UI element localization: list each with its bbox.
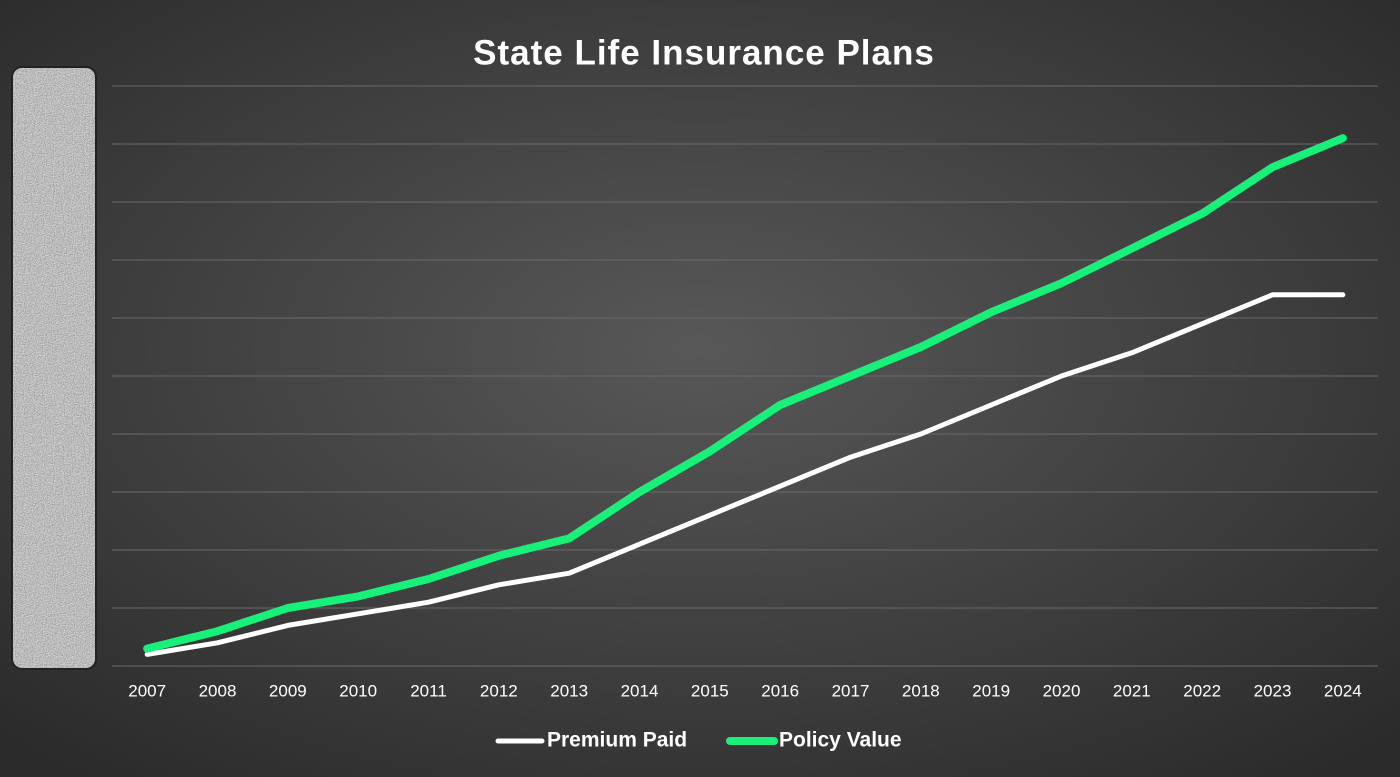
x-tick-label: 2019 <box>972 681 1010 700</box>
grid <box>112 85 1378 667</box>
x-tick-label: 2020 <box>1043 681 1081 700</box>
x-tick-label: 2010 <box>339 681 377 700</box>
chart-title: State Life Insurance Plans <box>473 33 935 72</box>
legend-label: Premium Paid <box>547 729 687 752</box>
x-tick-label: 2012 <box>480 681 518 700</box>
x-tick-label: 2017 <box>832 681 870 700</box>
x-tick-label: 2013 <box>550 681 588 700</box>
x-tick-label: 2021 <box>1113 681 1151 700</box>
x-tick-label: 2015 <box>691 681 729 700</box>
x-tick-label: 2014 <box>621 681 659 700</box>
x-tick-label: 2022 <box>1183 681 1221 700</box>
mask-border <box>11 66 97 670</box>
legend-label: Policy Value <box>779 729 902 752</box>
x-tick-label: 2008 <box>199 681 237 700</box>
x-tick-label: 2024 <box>1324 681 1362 700</box>
x-tick-label: 2023 <box>1254 681 1292 700</box>
mask-box <box>12 67 96 669</box>
x-tick-label: 2009 <box>269 681 307 700</box>
x-tick-label: 2007 <box>128 681 166 700</box>
x-tick-label: 2016 <box>761 681 799 700</box>
series-line <box>143 134 1347 653</box>
x-tick-label: 2018 <box>902 681 940 700</box>
series-line <box>144 292 1346 657</box>
x-tick-label: 2011 <box>410 681 447 700</box>
